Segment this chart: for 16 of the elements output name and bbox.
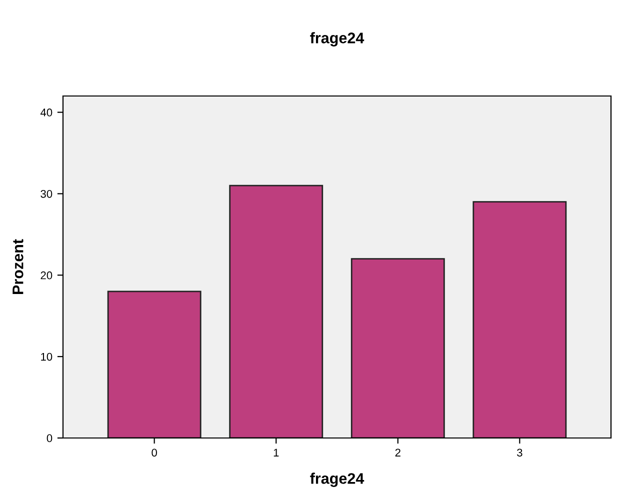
y-tick-label: 10 <box>41 352 52 361</box>
y-tick-label: 0 <box>46 434 52 442</box>
bar <box>350 258 445 438</box>
y-tick-label: 20 <box>40 271 52 280</box>
x-tick-label: 1 <box>274 448 279 456</box>
bar <box>107 290 202 438</box>
chart-title: frage24 <box>310 32 364 46</box>
y-tick-label: 40 <box>40 108 52 116</box>
x-tick-label: 3 <box>517 448 522 457</box>
x-axis-title: frage24 <box>310 472 364 487</box>
x-tick-label: 0 <box>152 448 157 457</box>
bar <box>229 184 324 438</box>
x-tick-label: 2 <box>395 448 400 456</box>
y-tick-label: 30 <box>40 190 52 198</box>
y-axis-title: Prozent <box>12 239 24 294</box>
bar <box>472 201 567 438</box>
